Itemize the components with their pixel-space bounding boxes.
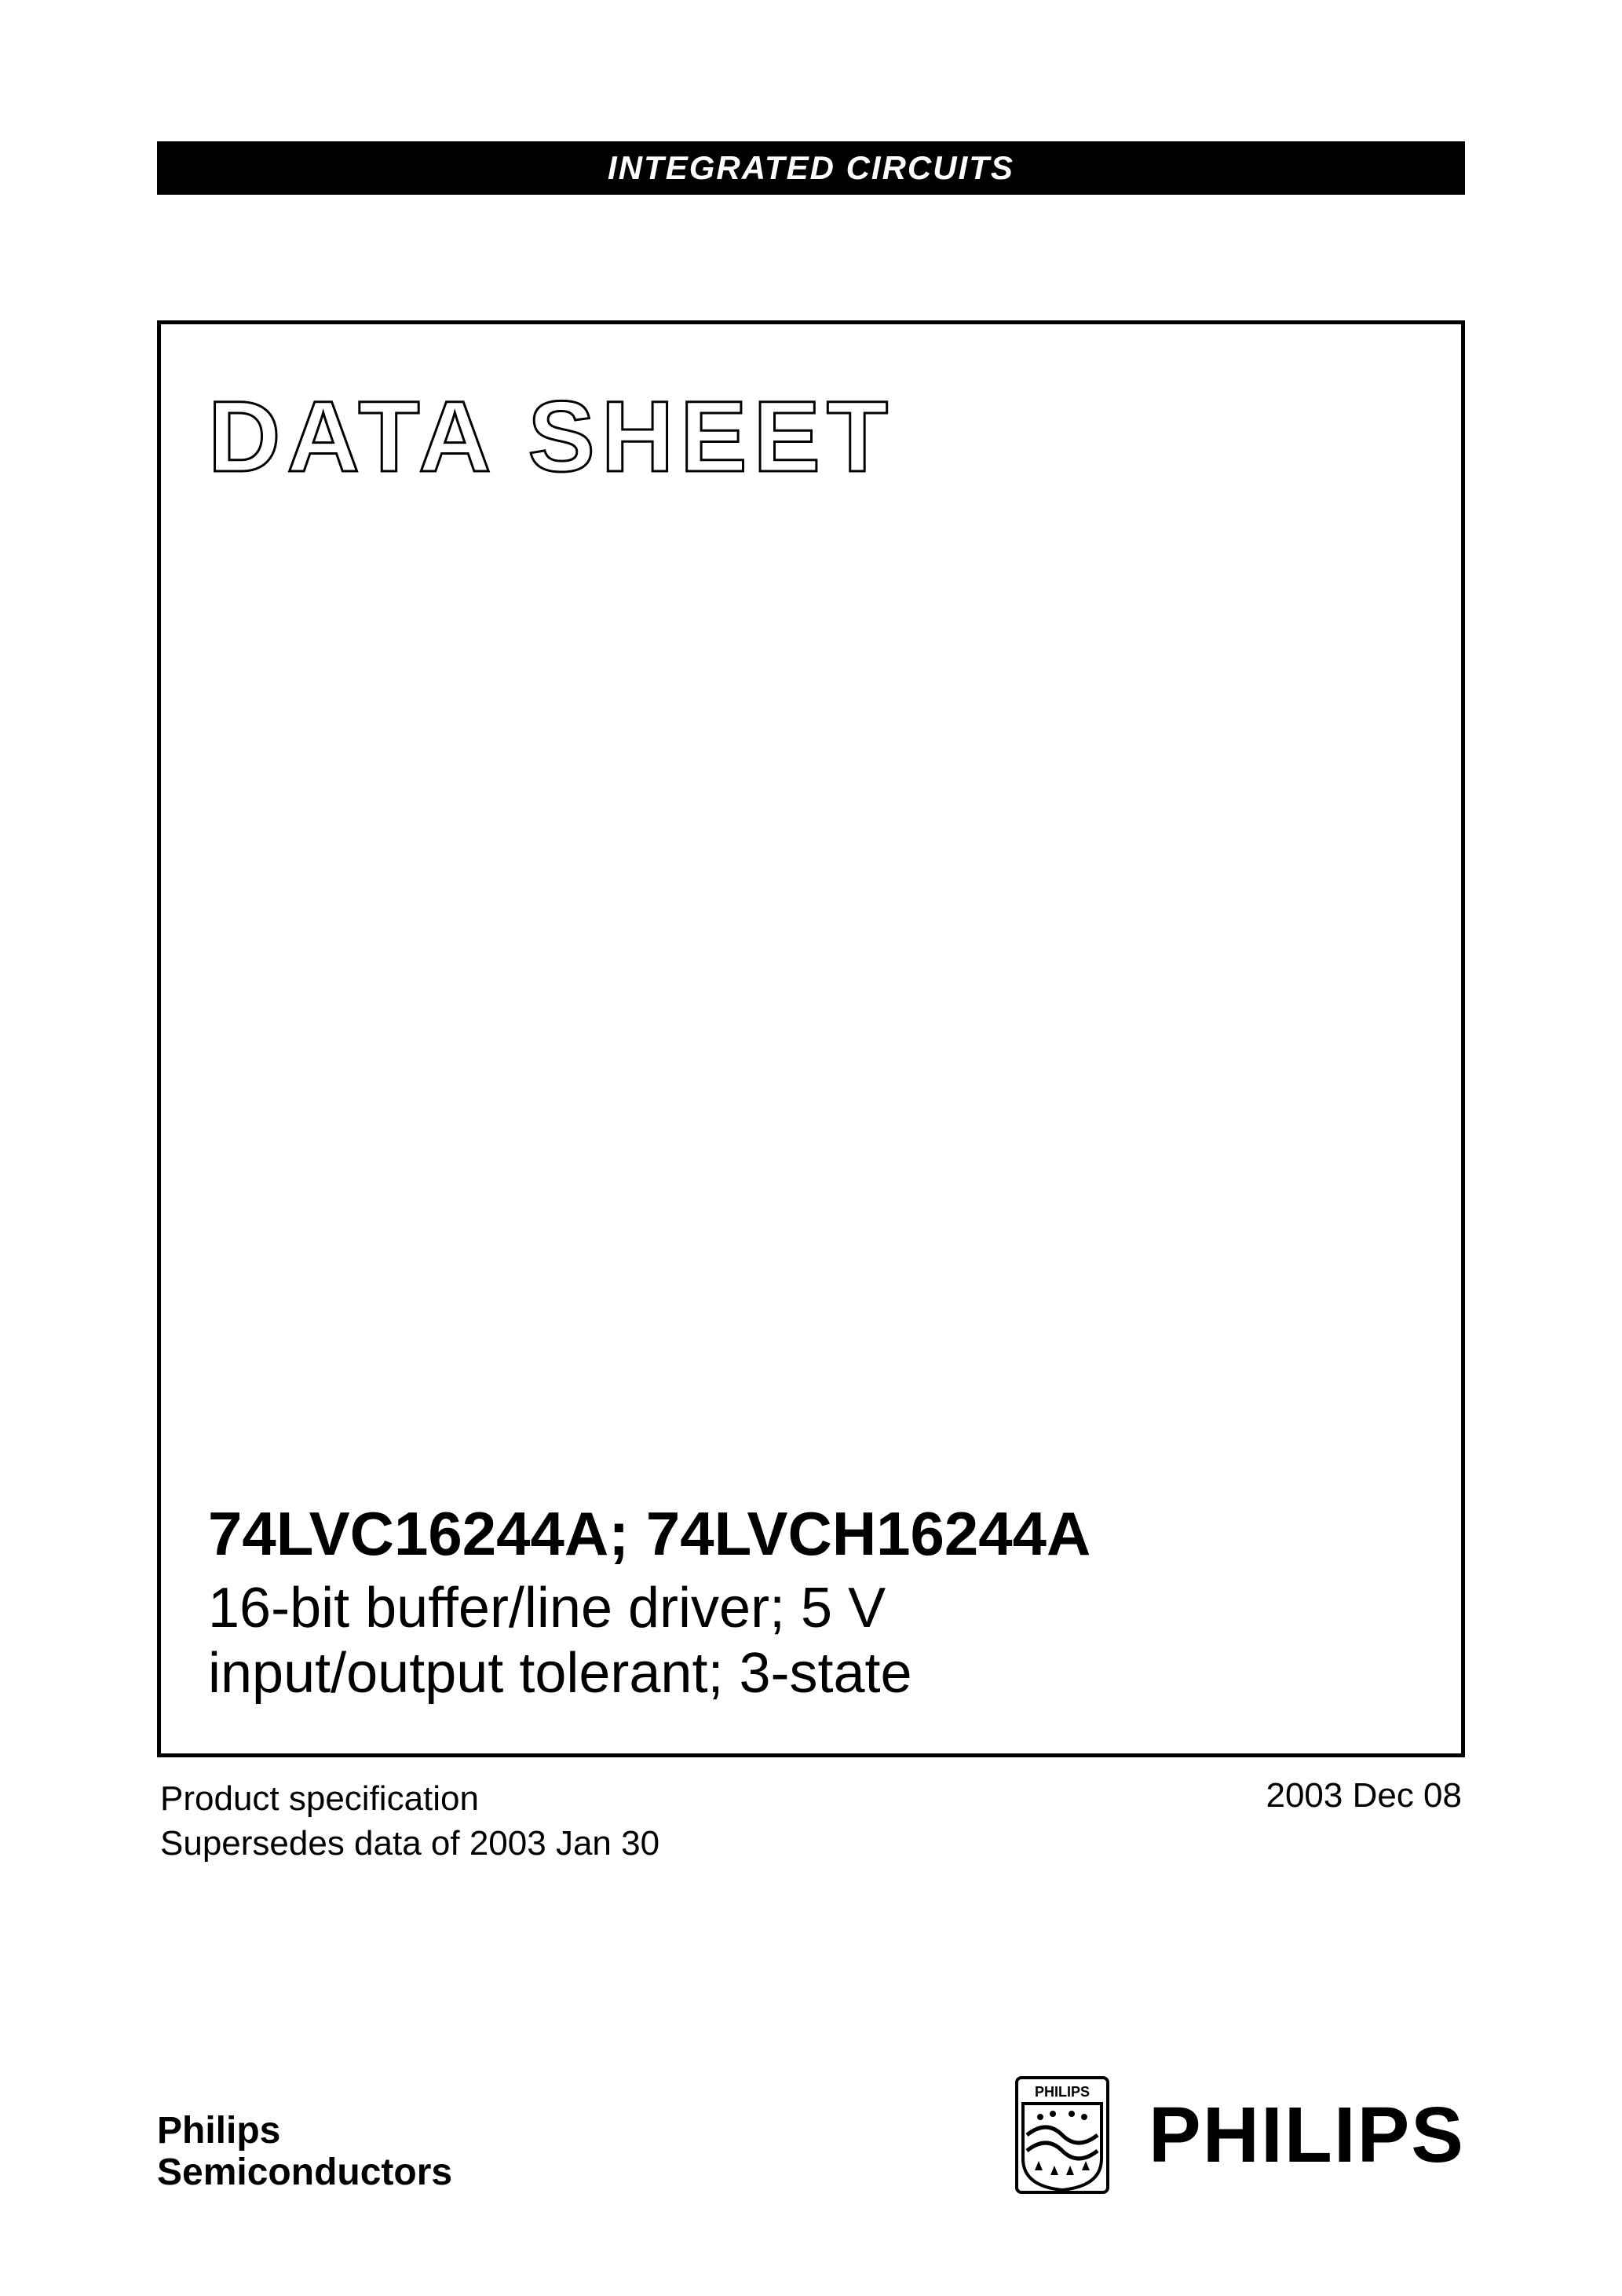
spec-text: Product specification Supersedes data of…	[160, 1776, 659, 1866]
product-block: 74LVC16244A; 74LVCH16244A 16-bit buffer/…	[208, 1498, 1414, 1706]
product-codes: 74LVC16244A; 74LVCH16244A	[208, 1498, 1414, 1570]
product-description: 16-bit buffer/line driver; 5 V input/out…	[208, 1576, 1414, 1706]
product-desc-line2: input/output tolerant; 3-state	[208, 1642, 912, 1705]
below-box-row: Product specification Supersedes data of…	[157, 1776, 1465, 1866]
content-box: DATA SHEET 74LVC16244A; 74LVCH16244A 16-…	[157, 320, 1465, 1757]
header-black-bar: INTEGRATED CIRCUITS	[157, 141, 1465, 195]
spec-line2: Supersedes data of 2003 Jan 30	[160, 1824, 659, 1863]
product-desc-line1: 16-bit buffer/line driver; 5 V	[208, 1577, 886, 1640]
svg-text:PHILIPS: PHILIPS	[1035, 2084, 1090, 2100]
datasheet-page: INTEGRATED CIRCUITS DATA SHEET 74LVC1624…	[0, 0, 1622, 2296]
footer-left: Philips Semiconductors	[157, 2111, 452, 2194]
spec-line1: Product specification	[160, 1779, 479, 1818]
outline-title: DATA SHEET	[208, 379, 1414, 495]
philips-wordmark: PHILIPS	[1149, 2090, 1465, 2181]
footer-left-line1: Philips	[157, 2110, 280, 2152]
spec-date: 2003 Dec 08	[1266, 1776, 1462, 1866]
header-bar-text: INTEGRATED CIRCUITS	[608, 149, 1014, 187]
philips-shield-icon: PHILIPS	[1015, 2076, 1109, 2194]
footer: Philips Semiconductors PHILIPS PHILIPS	[157, 2076, 1465, 2194]
footer-right: PHILIPS PHILIPS	[1015, 2076, 1465, 2194]
footer-left-line2: Semiconductors	[157, 2152, 452, 2193]
